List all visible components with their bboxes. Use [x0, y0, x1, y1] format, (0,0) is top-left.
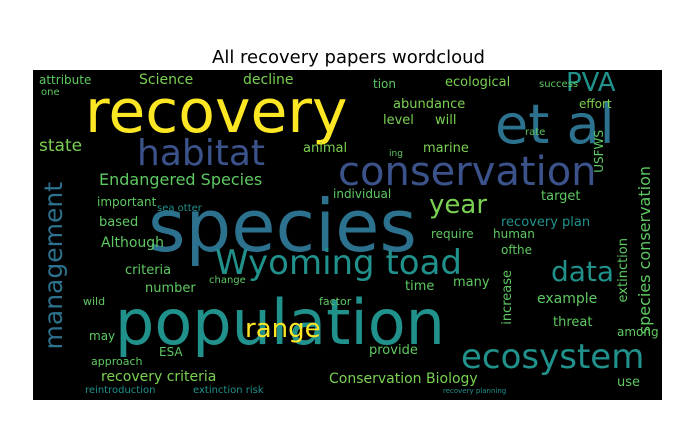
word-data: data — [551, 255, 615, 288]
word-wyoming-toad: Wyoming toad — [215, 243, 462, 283]
word-sea-otter: sea otter — [157, 203, 202, 214]
word-change: change — [209, 275, 246, 286]
word-usfws: USFWS — [592, 130, 606, 173]
word-abundance: abundance — [393, 97, 466, 112]
word-ing: ing — [389, 149, 403, 159]
word-tion: tion — [373, 77, 396, 91]
word-species: species — [148, 184, 417, 268]
word-population: population — [115, 286, 445, 359]
word-will: will — [435, 113, 457, 128]
word-many: many — [453, 275, 490, 290]
word-esa: ESA — [159, 345, 183, 359]
word-based: based — [99, 215, 139, 230]
word-animal: animal — [303, 141, 348, 156]
word-threat: threat — [553, 315, 593, 330]
word-habitat: habitat — [137, 133, 266, 174]
word-conservation-biology: Conservation Biology — [329, 371, 478, 387]
word-extinction: extinction — [616, 238, 631, 303]
word-use: use — [617, 375, 641, 390]
word-recovery: recovery — [85, 77, 348, 147]
word-human: human — [493, 227, 535, 241]
word-effort: effort — [579, 97, 612, 111]
word-science: Science — [139, 72, 194, 88]
word-among: among — [617, 325, 659, 339]
word-state: state — [39, 136, 83, 156]
word-decline: decline — [243, 72, 294, 88]
word-level: level — [383, 113, 414, 128]
word-extinction-risk: extinction risk — [193, 385, 264, 396]
word-factor: factor — [319, 295, 352, 308]
word-increase: increase — [500, 270, 515, 325]
word-pva: PVA — [566, 70, 616, 98]
word-ecological: ecological — [445, 75, 511, 90]
word-may: may — [89, 329, 116, 343]
word-one: one — [41, 87, 60, 98]
word-marine: marine — [423, 141, 469, 156]
word-target: target — [541, 189, 581, 204]
word-require: require — [431, 227, 474, 241]
word-recovery-plan: recovery plan — [501, 215, 591, 230]
word-approach: approach — [91, 355, 143, 368]
word-management: management — [39, 182, 68, 350]
word-individual: individual — [333, 187, 392, 201]
word-endangered-species: Endangered Species — [99, 170, 263, 189]
word-number: number — [145, 281, 196, 296]
word-range: range — [245, 314, 321, 344]
word-ecosystem: ecosystem — [461, 337, 645, 377]
word-although: Although — [101, 235, 165, 251]
word-important: important — [97, 195, 157, 209]
word-success: success — [539, 79, 579, 90]
word-ofthe: ofthe — [501, 243, 533, 257]
chart-title: All recovery papers wordcloud — [212, 47, 485, 68]
word-reintroduction: reintroduction — [85, 385, 156, 396]
word-recovery-criteria: recovery criteria — [101, 369, 217, 385]
wordcloud-canvas: recovery et al species population conser… — [33, 70, 662, 400]
word-year: year — [429, 190, 488, 220]
word-example: example — [537, 291, 598, 307]
word-recovery-planning: recovery planning — [443, 387, 507, 395]
word-species-conservation: species conservation — [635, 166, 654, 335]
word-wild: wild — [83, 295, 106, 308]
word-provide: provide — [369, 343, 418, 358]
word-conservation: conservation — [338, 149, 597, 195]
word-rate: rate — [525, 127, 546, 138]
word-time: time — [405, 279, 435, 294]
word-et-al: et al — [495, 93, 615, 156]
word-attribute: attribute — [39, 73, 92, 87]
word-criteria: criteria — [125, 263, 172, 278]
